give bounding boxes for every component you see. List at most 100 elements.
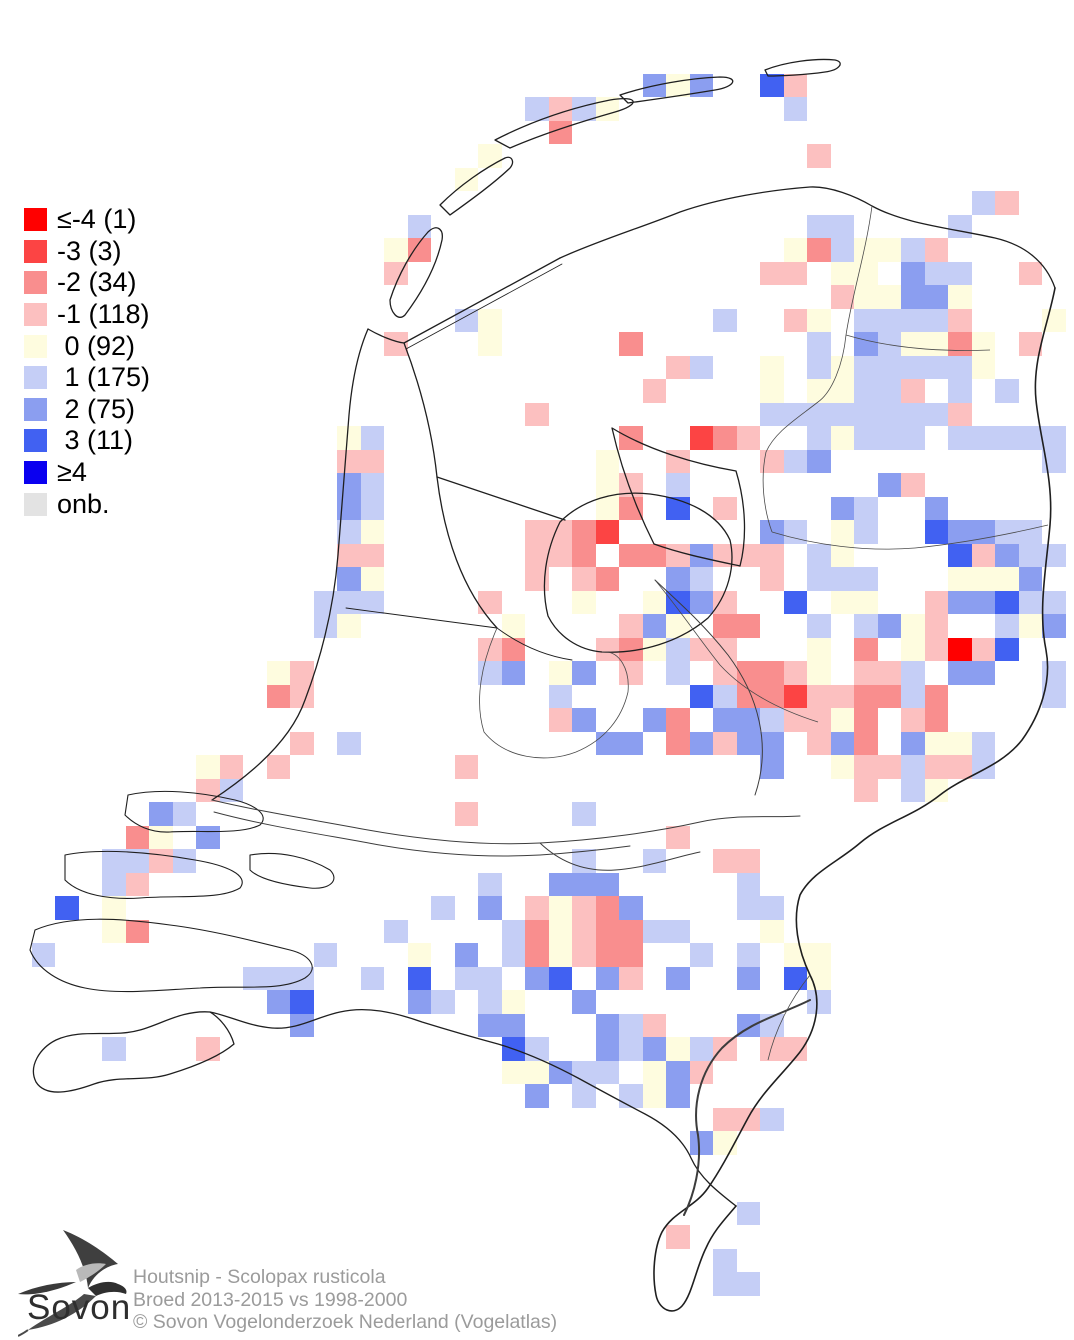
grid-cell [948,520,972,544]
grid-cell [431,896,455,920]
grid-cell [854,684,878,708]
grid-cell [971,426,995,450]
grid-cell [548,1060,572,1084]
grid-cell [854,614,878,638]
grid-cell [666,590,690,614]
grid-cell [901,778,925,802]
grid-cell [924,238,948,262]
grid-cell [407,214,431,238]
legend-swatch [24,208,47,232]
grid-cell [736,426,760,450]
grid-cell [854,355,878,379]
grid-cell [1018,261,1042,285]
grid-cell [783,308,807,332]
grid-cell [713,849,737,873]
grid-cell [666,1037,690,1061]
grid-cell [572,896,596,920]
grid-cell [454,308,478,332]
grid-cell [478,966,502,990]
grid-cell [783,966,807,990]
grid-cell [595,97,619,121]
grid-cell [854,285,878,309]
grid-cell [572,520,596,544]
grid-cell [478,990,502,1014]
grid-cell [360,426,384,450]
grid-cell [407,966,431,990]
grid-cell [619,496,643,520]
grid-cell [595,520,619,544]
grid-cell [501,990,525,1014]
grid-cell [807,614,831,638]
grid-cell [901,473,925,497]
grid-cell [548,120,572,144]
grid-cell [360,496,384,520]
grid-cell [454,167,478,191]
grid-cell [172,849,196,873]
legend-label: -2 (34) [57,267,137,298]
grid-cell [877,684,901,708]
grid-cell [666,473,690,497]
grid-cell [924,755,948,779]
grid-cell [360,543,384,567]
grid-cell [337,520,361,544]
grid-cell [243,966,267,990]
grid-cell [854,332,878,356]
grid-cell [854,261,878,285]
grid-cell [666,708,690,732]
grid-cell [337,731,361,755]
grid-cell [337,426,361,450]
grid-cell [572,708,596,732]
grid-cell [572,990,596,1014]
grid-cell [783,1037,807,1061]
grid-cell [783,449,807,473]
grid-cell [807,238,831,262]
grid-cell [760,684,784,708]
grid-cell [901,661,925,685]
legend-item: 0 (92) [24,330,150,362]
grid-cell [595,1013,619,1037]
grid-cell [102,849,126,873]
grid-cell [619,661,643,685]
grid-cell [924,590,948,614]
grid-cell [290,966,314,990]
grid-cell [783,708,807,732]
grid-cell [266,755,290,779]
grid-cell [713,1037,737,1061]
grid-cell [666,567,690,591]
grid-cell [948,214,972,238]
grid-cell [689,1037,713,1061]
grid-cell [713,614,737,638]
grid-cell [901,332,925,356]
grid-cell [337,496,361,520]
grid-cell [924,731,948,755]
grid-cell [337,543,361,567]
grid-cell [619,332,643,356]
grid-cell [572,849,596,873]
grid-cell [548,966,572,990]
grid-cell [760,1037,784,1061]
grid-cell [290,1013,314,1037]
grid-cell [1042,661,1066,685]
grid-cell [666,919,690,943]
legend-label: 1 (175) [57,362,151,393]
grid-cell [807,966,831,990]
grid-cell [548,896,572,920]
grid-cell [736,661,760,685]
grid-cell [642,1037,666,1061]
grid-cell [854,402,878,426]
grid-cell [783,97,807,121]
grid-cell [854,308,878,332]
grid-cell [196,1037,220,1061]
grid-cell [760,708,784,732]
legend-label: -3 (3) [57,235,122,266]
grid-cell [478,661,502,685]
grid-cell [877,308,901,332]
grid-cell [854,379,878,403]
grid-cell [313,943,337,967]
grid-cell [642,614,666,638]
grid-cell [830,261,854,285]
grid-cell [196,778,220,802]
grid-cell [642,637,666,661]
grid-cell [1018,614,1042,638]
grid-cell [971,755,995,779]
